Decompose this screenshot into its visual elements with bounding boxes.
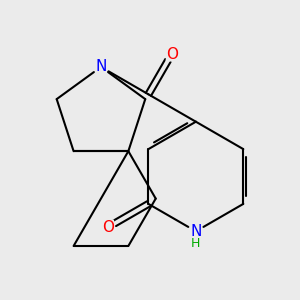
Text: O: O — [166, 46, 178, 62]
Text: N: N — [190, 224, 202, 239]
Text: H: H — [191, 237, 201, 250]
Text: O: O — [102, 220, 114, 235]
Text: N: N — [95, 59, 107, 74]
